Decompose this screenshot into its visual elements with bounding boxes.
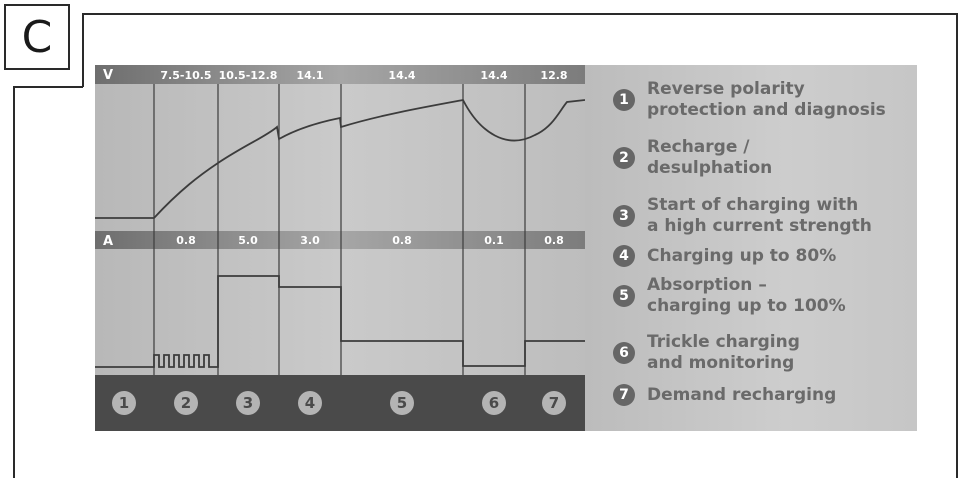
legend-text-6: Trickle charging and monitoring bbox=[647, 332, 800, 373]
legend-number-2: 2 bbox=[613, 147, 635, 169]
current-value-5: 0.1 bbox=[484, 234, 504, 247]
step-circle-3: 3 bbox=[236, 391, 260, 415]
legend-number-7: 7 bbox=[613, 384, 635, 406]
step-circle-2-bg bbox=[174, 391, 198, 415]
legend-item-7: 7 Demand recharging bbox=[613, 384, 836, 406]
step-circle-6: 6 bbox=[482, 391, 506, 415]
step-circle-5-bg bbox=[390, 391, 414, 415]
legend-number-4: 4 bbox=[613, 245, 635, 267]
voltage-value-4: 14.4 bbox=[388, 69, 415, 82]
step-circle-2: 2 bbox=[174, 391, 198, 415]
charging-diagram-panel: V 7.5-10.5 10.5-12.8 14.1 14.4 14.4 12.8… bbox=[95, 65, 585, 431]
frame-stub-border bbox=[82, 13, 84, 87]
step-number-bar bbox=[95, 375, 585, 431]
step-circle-5: 5 bbox=[390, 391, 414, 415]
current-curve bbox=[95, 275, 585, 368]
voltage-value-3: 14.1 bbox=[296, 69, 323, 82]
legend-item-2: 2 Recharge / desulphation bbox=[613, 137, 772, 179]
voltage-value-1: 7.5-10.5 bbox=[160, 69, 211, 82]
legend-item-4: 4 Charging up to 80% bbox=[613, 245, 836, 267]
step-circle-6-bg bbox=[482, 391, 506, 415]
current-header-bar bbox=[95, 231, 585, 249]
voltage-curve bbox=[95, 98, 585, 219]
legend-number-6: 6 bbox=[613, 342, 635, 364]
legend-text-4: Charging up to 80% bbox=[647, 245, 837, 266]
step-number-1: 1 bbox=[119, 394, 129, 412]
legend-text-1: Reverse polarity protection and diagnosi… bbox=[647, 79, 886, 120]
legend-item-5: 5 Absorption – charging up to 100% bbox=[613, 275, 846, 317]
step-number-2: 2 bbox=[181, 394, 191, 412]
step-circle-7: 7 bbox=[542, 391, 566, 415]
step-circle-4-bg bbox=[298, 391, 322, 415]
step-number-6: 6 bbox=[489, 394, 499, 412]
voltage-axis-label: V bbox=[103, 68, 113, 83]
legend-number-3: 3 bbox=[613, 205, 635, 227]
step-circle-1: 1 bbox=[112, 391, 136, 415]
legend-text-5: Absorption – charging up to 100% bbox=[647, 275, 846, 316]
voltage-value-5: 14.4 bbox=[480, 69, 507, 82]
frame-right-border bbox=[956, 13, 958, 478]
step-circle-1-bg bbox=[112, 391, 136, 415]
step-number-4: 4 bbox=[305, 394, 315, 412]
step-circle-3-bg bbox=[236, 391, 260, 415]
legend-item-1: 1 Reverse polarity protection and diagno… bbox=[613, 79, 886, 121]
step-number-3: 3 bbox=[243, 394, 253, 412]
current-value-4: 0.8 bbox=[392, 234, 412, 247]
current-value-2: 5.0 bbox=[238, 234, 258, 247]
voltage-value-6: 12.8 bbox=[540, 69, 567, 82]
section-letter: C bbox=[4, 4, 70, 70]
frame-top-border bbox=[82, 13, 958, 15]
legend-text-2: Recharge / desulphation bbox=[647, 137, 773, 178]
voltage-value-2: 10.5-12.8 bbox=[219, 69, 278, 82]
step-circle-4: 4 bbox=[298, 391, 322, 415]
legend-number-5: 5 bbox=[613, 285, 635, 307]
legend-text-7: Demand recharging bbox=[647, 384, 837, 405]
step-number-5: 5 bbox=[397, 394, 407, 412]
step-number-7: 7 bbox=[549, 394, 559, 412]
phase-legend: 1 Reverse polarity protection and diagno… bbox=[585, 65, 917, 431]
current-value-1: 0.8 bbox=[176, 234, 196, 247]
current-value-3: 3.0 bbox=[300, 234, 320, 247]
frame-left-border bbox=[13, 86, 15, 478]
current-value-6: 0.8 bbox=[544, 234, 564, 247]
frame-mid-border bbox=[13, 86, 83, 88]
legend-item-3: 3 Start of charging with a high current … bbox=[613, 195, 872, 237]
legend-item-6: 6 Trickle charging and monitoring bbox=[613, 332, 800, 374]
legend-text-3: Start of charging with a high current st… bbox=[647, 195, 872, 236]
step-circle-7-bg bbox=[542, 391, 566, 415]
charging-diagram: V 7.5-10.5 10.5-12.8 14.1 14.4 14.4 12.8… bbox=[95, 65, 585, 431]
voltage-header-bar bbox=[95, 65, 585, 84]
legend-number-1: 1 bbox=[613, 89, 635, 111]
current-axis-label: A bbox=[103, 234, 113, 249]
